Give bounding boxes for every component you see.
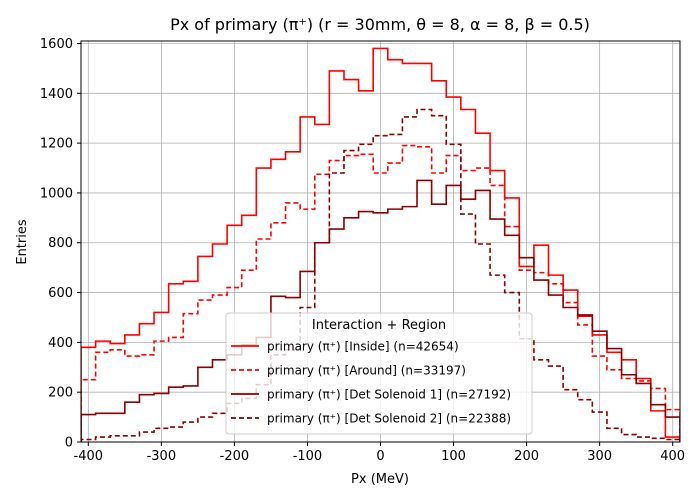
y-tick-label: 1400 — [40, 87, 73, 102]
y-tick-label: 0 — [65, 436, 73, 451]
chart-title: Px of primary (π⁺) (r = 30mm, θ = 8, α =… — [170, 15, 590, 34]
y-tick-label: 1600 — [40, 37, 73, 52]
legend-title: Interaction + Region — [312, 318, 446, 333]
legend-entry-1: primary (π⁺) [Inside] (n=42654) — [267, 340, 459, 354]
series-line-4 — [81, 108, 680, 442]
y-tick-label: 800 — [48, 236, 73, 251]
plot-area — [80, 40, 681, 443]
x-tick-label: -300 — [147, 449, 177, 464]
x-tick-label: 100 — [441, 449, 466, 464]
y-tick-label: 600 — [48, 286, 73, 301]
series-line-3 — [81, 179, 680, 442]
series-line-1 — [81, 47, 680, 442]
x-axis-title: Px (MeV) — [351, 472, 409, 487]
x-tick-label: 0 — [376, 449, 384, 464]
legend-entry-3: primary (π⁺) [Det Solenoid 1] (n=27192) — [267, 388, 511, 402]
grid — [81, 41, 680, 443]
y-tick-label: 1000 — [40, 186, 73, 201]
y-tick-label: 1200 — [40, 137, 73, 152]
x-tick-label: -400 — [74, 449, 104, 464]
x-tick-label: -100 — [293, 449, 323, 464]
x-tick-label: -200 — [220, 449, 250, 464]
y-tick-label: 200 — [48, 386, 73, 401]
x-tick-label: 400 — [660, 449, 685, 464]
x-tick-label: 200 — [514, 449, 539, 464]
legend-entry-2: primary (π⁺) [Around] (n=33197) — [267, 364, 466, 378]
series-line-2 — [81, 144, 680, 442]
y-tick-label: 400 — [48, 336, 73, 351]
tick-layer: -400 -300 -200 -100 0 100 200 300 400 0 200 400 600 8… — [40, 37, 685, 464]
y-axis-title: Entries — [15, 219, 30, 265]
legend-entry-4: primary (π⁺) [Det Solenoid 2] (n=22388) — [267, 412, 511, 426]
legend-box — [225, 312, 533, 435]
legend: Interaction + Region primary (π⁺) [Inside… — [225, 312, 533, 435]
x-tick-label: 300 — [587, 449, 612, 464]
